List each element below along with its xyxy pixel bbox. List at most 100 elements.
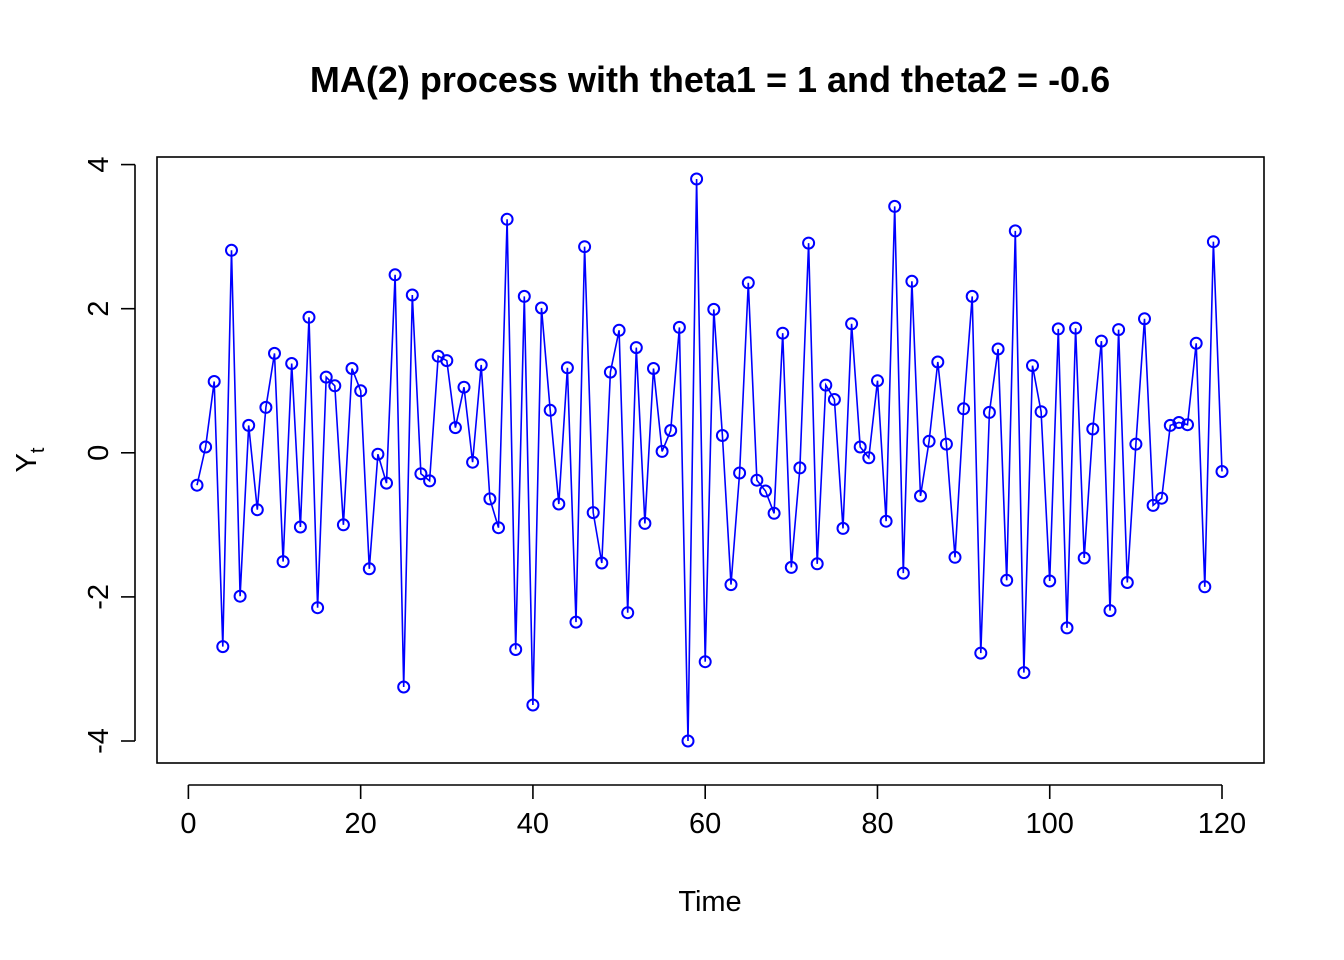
y-tick-label-group: 2 [83, 301, 115, 317]
y-tick-label-group: 0 [83, 445, 115, 461]
data-point [423, 474, 437, 488]
data-point [664, 424, 678, 437]
data-point [276, 555, 290, 569]
data-point [569, 615, 583, 629]
data-point [535, 301, 548, 315]
data-point [405, 288, 419, 302]
data-point [1051, 322, 1065, 336]
data-point [914, 489, 927, 503]
y-tick-label: -2 [83, 584, 115, 610]
data-point [1000, 573, 1014, 587]
data-point [759, 484, 772, 498]
data-point [552, 497, 566, 511]
data-point [948, 550, 962, 564]
data-point [362, 562, 376, 576]
x-tick-label: 120 [1198, 808, 1246, 840]
data-point [681, 734, 695, 748]
y-axis-label-main: Y [11, 453, 43, 472]
data-point [1146, 498, 1160, 512]
data-point [1206, 235, 1220, 249]
data-point [982, 405, 996, 419]
data-point [655, 444, 669, 458]
data-point [810, 557, 824, 571]
data-point [474, 358, 488, 372]
data-point [509, 643, 523, 656]
data-point [319, 370, 333, 384]
data-point [1026, 359, 1039, 373]
data-point [905, 274, 919, 288]
y-axis-label: Yt [11, 447, 49, 472]
data-point [483, 492, 497, 506]
data-point [974, 646, 988, 660]
data-point [1215, 465, 1229, 478]
data-point [1103, 604, 1117, 618]
data-point [1034, 405, 1048, 419]
data-point [500, 212, 514, 226]
y-tick-label-group: 4 [83, 157, 115, 173]
data-point [259, 400, 273, 414]
y-axis-label-subscript: t [27, 447, 49, 453]
x-tick-label: 60 [689, 808, 721, 840]
data-point [371, 447, 385, 461]
data-point [199, 440, 213, 454]
data-point [492, 521, 505, 535]
data-point [1077, 551, 1091, 565]
data-point [397, 680, 411, 694]
data-point [1086, 422, 1100, 436]
data-point [1138, 312, 1151, 326]
data-point [1112, 323, 1126, 337]
data-point [698, 655, 712, 669]
data-point [466, 455, 480, 469]
data-point [733, 466, 747, 480]
data-point [1008, 224, 1022, 238]
data-point [1094, 334, 1108, 348]
data-point [1017, 666, 1031, 680]
x-tick-label: 0 [180, 808, 196, 840]
data-point [543, 403, 557, 417]
data-point [302, 310, 316, 324]
data-point [819, 378, 833, 392]
data-point [578, 240, 592, 254]
series-line [196, 178, 1223, 742]
data-point [638, 516, 652, 530]
data-point [1198, 580, 1212, 594]
data-point [621, 606, 635, 620]
data-point [440, 354, 454, 368]
data-point [190, 478, 204, 492]
series-layer [190, 172, 1229, 748]
data-point [380, 476, 393, 490]
data-point [336, 518, 350, 532]
data-point [862, 451, 876, 465]
data-point [207, 375, 221, 388]
y-tick-label: -4 [83, 728, 115, 754]
data-point [836, 521, 850, 535]
data-point [957, 402, 971, 416]
y-tick-label: 2 [83, 301, 115, 317]
data-point [526, 698, 540, 712]
data-point [414, 467, 428, 481]
data-point [268, 346, 281, 360]
data-point [629, 341, 643, 355]
data-point [793, 461, 807, 475]
data-point [776, 326, 790, 340]
data-point [750, 473, 764, 487]
data-point [250, 503, 264, 517]
data-point [586, 506, 600, 520]
data-point [1069, 321, 1083, 335]
y-axis: -4 -2 0 2 4 [83, 157, 136, 754]
data-point [802, 236, 816, 250]
data-point [871, 374, 884, 388]
data-point [1129, 437, 1143, 451]
data-point [388, 268, 402, 282]
data-point [311, 601, 325, 615]
data-point [724, 578, 738, 592]
data-point [741, 276, 755, 290]
x-tick-label: 80 [861, 808, 893, 840]
data-point [931, 355, 945, 369]
data-point [242, 418, 256, 432]
x-axis: 0 20 40 60 80 100 120 [180, 784, 1246, 840]
data-point [922, 434, 936, 448]
data-point [715, 429, 729, 442]
data-point [1060, 621, 1074, 635]
